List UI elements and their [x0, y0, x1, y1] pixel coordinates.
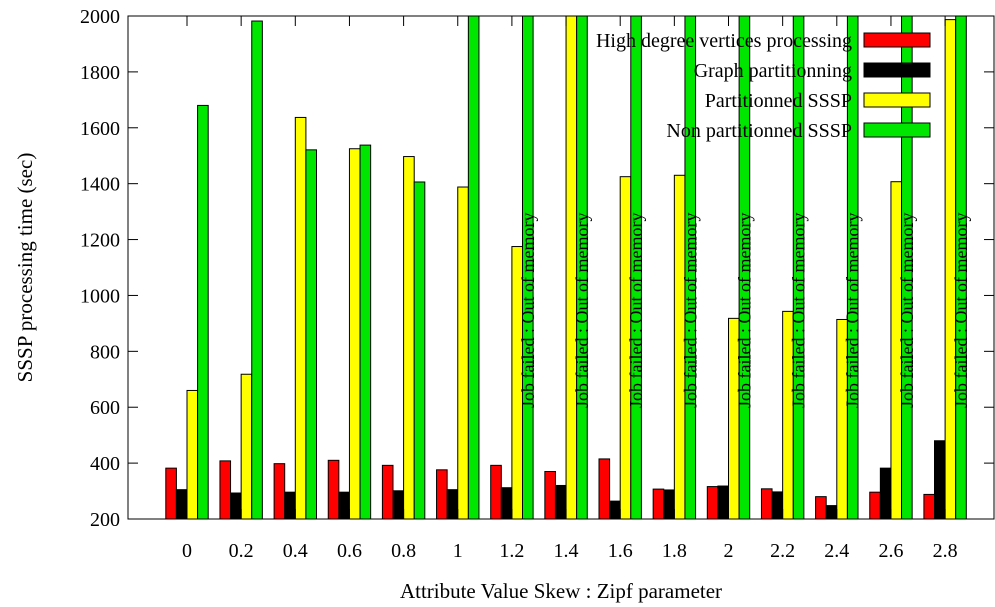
y-tick-label: 600 — [90, 397, 120, 419]
x-tick-label: 2.6 — [878, 540, 903, 562]
bar-1-2 — [284, 491, 296, 520]
bar-1-6 — [500, 487, 513, 520]
legend: High degree vertices processing Graph par… — [596, 30, 931, 142]
bar-0-9 — [652, 488, 665, 520]
bar-0-0 — [165, 467, 177, 520]
bar-0-10 — [706, 486, 719, 520]
bar-2-5 — [457, 186, 469, 520]
x-axis: 0 0.2 0.4 0.6 0.8 1 1.2 1.4 1.6 1.8 2 2.2 2.4 2.6 2.8 — [182, 16, 958, 562]
x-tick-label: 0 — [182, 540, 192, 562]
x-tick-label: 1.2 — [499, 540, 524, 562]
y-tick-label: 1800 — [80, 62, 120, 84]
bar-1-7 — [554, 484, 567, 520]
bar-3-3 — [359, 144, 372, 520]
bar-1-10 — [717, 485, 730, 520]
x-axis-title: Attribute Value Skew : Zipf parameter — [400, 579, 722, 603]
bar-0-5 — [436, 469, 448, 520]
y-tick-label: 200 — [90, 509, 120, 531]
bar-0-3 — [327, 459, 340, 520]
x-tick-label: 1 — [453, 540, 463, 562]
bar-0-2 — [273, 463, 286, 520]
bar-1-9 — [663, 489, 675, 520]
bar-1-12 — [825, 505, 838, 520]
bar-1-0 — [175, 489, 188, 520]
bar-3-4 — [413, 181, 426, 520]
annotation-label: Job failed : Out of memory — [897, 213, 917, 408]
y-tick-label: 1400 — [80, 174, 120, 196]
bar-1-1 — [230, 492, 242, 520]
x-tick-label: 2.4 — [824, 540, 849, 562]
x-tick-label: 0.2 — [229, 540, 254, 562]
bar-0-4 — [381, 464, 394, 520]
bar-1-11 — [771, 491, 784, 520]
annotation-label: Job failed : Out of memory — [843, 213, 863, 408]
legend-label: Graph partitionning — [694, 60, 852, 82]
bar-3-5 — [467, 15, 480, 520]
bar-2-3 — [348, 148, 361, 520]
bar-0-8 — [598, 458, 611, 520]
y-axis-title: SSSP processing time (sec) — [13, 153, 37, 383]
bar-1-4 — [392, 490, 405, 520]
bars-layer — [165, 15, 967, 520]
y-tick-label: 1600 — [80, 118, 120, 140]
x-tick-label: 0.4 — [283, 540, 308, 562]
legend-swatch — [863, 32, 931, 48]
bar-0-13 — [869, 491, 881, 520]
legend-swatch — [863, 92, 931, 108]
bar-0-6 — [490, 464, 502, 520]
legend-label: High degree vertices processing — [596, 30, 852, 52]
bar-0-14 — [923, 493, 936, 520]
annotation-label: Job failed : Out of memory — [572, 213, 592, 408]
legend-label: Partitionned SSSP — [705, 90, 852, 112]
y-tick-label: 1200 — [80, 230, 120, 252]
annotations-layer: Job failed : Out of memory Job failed : O… — [518, 213, 971, 408]
bar-2-1 — [240, 373, 253, 520]
plot-frame — [127, 15, 995, 520]
bar-3-0 — [197, 104, 209, 520]
legend-swatch — [863, 62, 931, 78]
bar-0-1 — [219, 460, 232, 520]
legend-label: Non partitionned SSSP — [666, 120, 852, 142]
bar-0-11 — [760, 488, 773, 520]
bar-0-7 — [544, 470, 556, 520]
annotation-label: Job failed : Out of memory — [518, 213, 538, 408]
x-tick-label: 0.8 — [391, 540, 416, 562]
bar-1-13 — [879, 467, 892, 520]
annotation-label: Job failed : Out of memory — [626, 213, 646, 408]
bar-2-4 — [403, 156, 415, 520]
bar-1-8 — [609, 500, 621, 520]
x-tick-label: 2.2 — [770, 540, 795, 562]
bar-2-2 — [294, 116, 307, 520]
annotation-label: Job failed : Out of memory — [789, 213, 809, 408]
x-tick-label: 2 — [724, 540, 734, 562]
bar-1-3 — [338, 491, 350, 520]
bar-3-2 — [305, 149, 317, 520]
y-tick-label: 2000 — [80, 6, 120, 28]
x-tick-label: 1.6 — [608, 540, 633, 562]
annotation-label: Job failed : Out of memory — [951, 213, 971, 408]
legend-swatch — [863, 122, 931, 138]
x-tick-label: 2.8 — [933, 540, 958, 562]
annotation-label: Job failed : Out of memory — [680, 213, 700, 408]
y-axis: 200 400 600 800 1000 1200 1400 1600 1800 2000 — [80, 6, 994, 531]
y-tick-label: 400 — [90, 453, 120, 475]
x-tick-label: 0.6 — [337, 540, 362, 562]
y-tick-label: 800 — [90, 341, 120, 363]
bar-2-0 — [186, 389, 199, 520]
y-tick-label: 1000 — [80, 285, 120, 307]
x-tick-label: 1.8 — [662, 540, 687, 562]
annotation-label: Job failed : Out of memory — [734, 213, 754, 408]
bar-1-14 — [934, 440, 946, 520]
bar-3-1 — [251, 20, 263, 520]
bar-0-12 — [815, 496, 827, 520]
bar-1-5 — [446, 489, 459, 520]
x-tick-label: 1.4 — [554, 540, 579, 562]
